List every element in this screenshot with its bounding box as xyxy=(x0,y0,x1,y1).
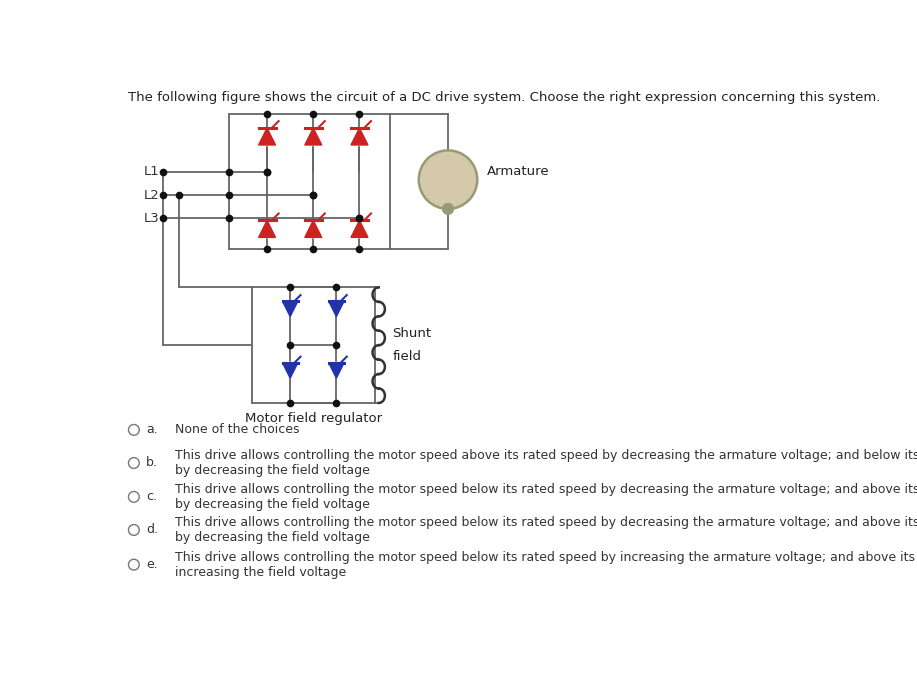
Circle shape xyxy=(443,203,453,214)
Text: This drive allows controlling the motor speed above its rated speed by decreasin: This drive allows controlling the motor … xyxy=(174,449,917,477)
Text: None of the choices: None of the choices xyxy=(174,424,299,436)
Text: Shunt: Shunt xyxy=(392,327,432,340)
Text: L3: L3 xyxy=(144,211,160,224)
Polygon shape xyxy=(329,363,344,378)
Text: d.: d. xyxy=(146,524,158,537)
Text: Armature: Armature xyxy=(487,166,549,179)
Circle shape xyxy=(419,150,477,209)
Text: b.: b. xyxy=(146,456,158,469)
Text: Motor field regulator: Motor field regulator xyxy=(245,412,381,425)
Polygon shape xyxy=(304,220,322,237)
Text: e.: e. xyxy=(146,558,158,571)
Text: L1: L1 xyxy=(144,166,160,179)
Text: field: field xyxy=(392,351,422,364)
Text: This drive allows controlling the motor speed below its rated speed by decreasin: This drive allows controlling the motor … xyxy=(174,516,917,544)
Text: This drive allows controlling the motor speed below its rated speed by decreasin: This drive allows controlling the motor … xyxy=(174,483,917,511)
Polygon shape xyxy=(351,220,368,237)
Polygon shape xyxy=(351,128,368,145)
Text: The following figure shows the circuit of a DC drive system. Choose the right ex: The following figure shows the circuit o… xyxy=(127,91,880,104)
Text: This drive allows controlling the motor speed below its rated speed by increasin: This drive allows controlling the motor … xyxy=(174,550,917,578)
Text: L2: L2 xyxy=(144,188,160,201)
Polygon shape xyxy=(329,301,344,316)
Text: a.: a. xyxy=(146,424,158,436)
Text: c.: c. xyxy=(146,490,157,503)
Polygon shape xyxy=(282,301,298,316)
Polygon shape xyxy=(259,128,275,145)
Polygon shape xyxy=(282,363,298,378)
Polygon shape xyxy=(259,220,275,237)
Polygon shape xyxy=(304,128,322,145)
